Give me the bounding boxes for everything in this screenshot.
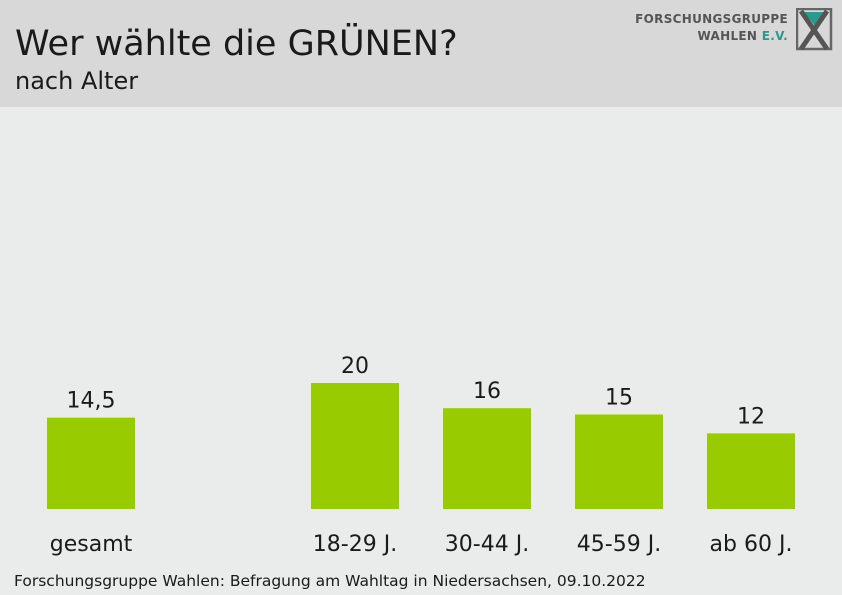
chart-title: Wer wählte die GRÜNEN? [15,24,458,64]
logo-line2: WAHLEN [697,29,758,43]
bar-3 [575,414,663,509]
value-label-4: 12 [737,404,765,429]
chart-subtitle: nach Alter [15,67,139,95]
category-label-2: 30-44 J. [445,532,529,557]
bar-2 [443,408,531,509]
category-label-4: ab 60 J. [710,532,793,557]
bar-0 [47,417,135,509]
value-label-2: 16 [473,379,501,404]
source-note: Forschungsgruppe Wahlen: Befragung am Wa… [14,572,646,590]
value-label-1: 20 [341,354,369,379]
logo-suffix: E.V. [761,29,788,43]
value-label-0: 14,5 [67,389,116,414]
category-label-1: 18-29 J. [313,532,397,557]
header: Wer wählte die GRÜNEN? nach Alter FORSCH… [0,0,842,107]
category-label-3: 45-59 J. [577,532,661,557]
logo-mark-icon [796,8,833,51]
logo-text: FORSCHUNGSGRUPPE WAHLEN E.V. [635,11,788,45]
bar-4 [707,433,795,509]
logo-line1: FORSCHUNGSGRUPPE [635,12,788,26]
bar-1 [311,383,399,509]
value-label-3: 15 [605,386,633,411]
category-label-0: gesamt [50,532,133,557]
bar-chart: 14,5 gesamt 20 18-29 J. 16 30-44 J. 15 45-59 J.… [47,354,795,557]
